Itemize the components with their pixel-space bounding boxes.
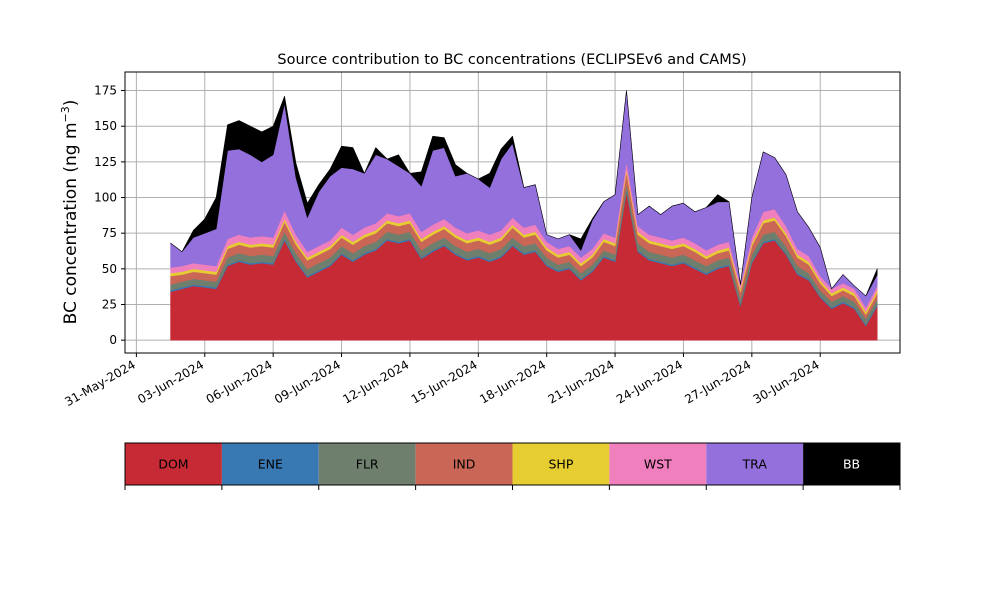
y-axis-label-main: BC concentration (ng m [61,122,81,324]
legend-swatch-ene [221,443,319,485]
legend-swatch-tra [706,443,804,485]
legend-swatch-dom [125,443,222,485]
x-tick-label: 06-Jun-2024 [204,357,275,406]
plot-frame [124,71,901,354]
y-tick-label: 125 [94,155,117,169]
x-tick-label: 12-Jun-2024 [340,357,411,406]
y-tick-label: 25 [102,298,117,312]
x-tick-label: 15-Jun-2024 [409,357,480,406]
legend-label-wst: WST [644,457,672,472]
y-tick-label: 100 [94,191,117,205]
area-series-bb [170,90,878,297]
legend-swatch-shp [512,443,610,485]
legend-label-dom: DOM [158,457,188,472]
y-tick-label: 75 [102,226,117,240]
legend-label-ind: IND [453,457,476,472]
legend-label-bb: BB [843,457,860,472]
stacked-area-layer [170,90,878,341]
x-tick-label: 21-Jun-2024 [546,357,617,406]
x-tick-label: 24-Jun-2024 [614,357,685,406]
legend-colorbar: DOM ENE FLR IND SHP WST TRA BB [124,442,901,490]
legend-label-flr: FLR [356,457,379,472]
legend-swatch-ind [415,443,513,485]
legend-label-shp: SHP [549,457,574,472]
x-tick-label: 30-Jun-2024 [751,357,822,406]
y-tick-label: 0 [109,333,117,347]
x-tick-label: 09-Jun-2024 [272,357,343,406]
legend-label-ene: ENE [258,457,283,472]
x-tick-label: 03-Jun-2024 [135,357,206,406]
y-tick-label: 175 [94,84,117,98]
chart-title: Source contribution to BC concentrations… [277,52,746,68]
x-tick-label: 18-Jun-2024 [477,357,548,406]
legend-swatch-wst [609,443,707,485]
legend-swatch-flr [318,443,416,485]
y-tick-label: 50 [102,262,117,276]
legend-label-tra: TRA [742,457,768,472]
y-axis-label-superscript: −3 [59,106,72,122]
legend-swatch-bb [803,443,900,485]
y-tick-label: 150 [94,119,117,133]
x-tick-label: 31-May-2024 [62,357,137,409]
y-axis-label-suffix: ) [61,100,81,107]
x-tick-label: 27-Jun-2024 [682,357,753,406]
y-axis-label: BC concentration (ng m−3) [59,100,81,325]
